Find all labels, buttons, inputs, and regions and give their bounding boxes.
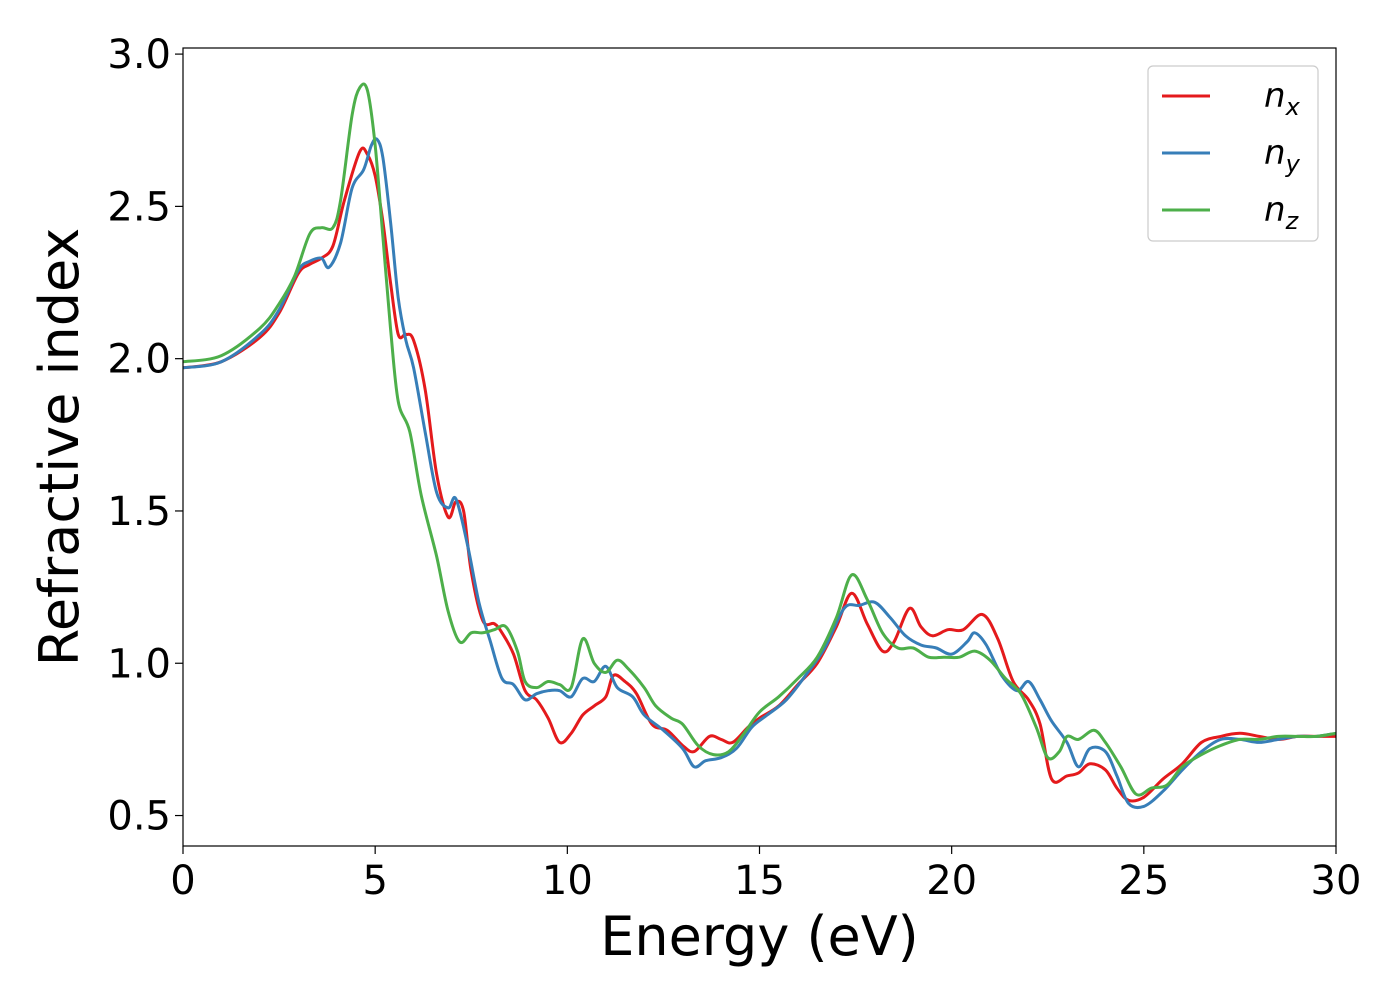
y-tick-label: 1.5 <box>107 489 171 535</box>
legend-label-n-y: ny <box>1264 133 1301 178</box>
y-tick-label: 2.0 <box>107 337 171 383</box>
y-tick-label: 3.0 <box>107 32 171 78</box>
legend: nx ny nz <box>1147 65 1319 242</box>
series-lines <box>183 82 1336 810</box>
legend-box <box>1147 65 1319 242</box>
x-tick-label: 20 <box>926 858 977 904</box>
legend-label-n-z: nz <box>1264 190 1300 235</box>
x-tick-label: 5 <box>362 858 387 904</box>
y-axis-ticks: 0.5 1.0 1.5 2.0 2.5 3.0 <box>107 32 183 840</box>
y-axis-label: Refractive index <box>28 228 91 667</box>
series-line-n-y <box>183 137 1336 810</box>
y-tick-label: 2.5 <box>107 184 171 230</box>
x-tick-label: 25 <box>1118 858 1169 904</box>
y-tick-label: 1.0 <box>107 641 171 687</box>
legend-label-n-x: nx <box>1264 76 1301 121</box>
series-line-n-z <box>183 82 1336 797</box>
x-axis-label: Energy (eV) <box>600 905 919 968</box>
x-tick-label: 10 <box>542 858 593 904</box>
x-tick-label: 30 <box>1311 858 1362 904</box>
series-line-n-x <box>183 146 1336 803</box>
x-axis-ticks: 0 5 10 15 20 25 30 <box>170 846 1361 904</box>
y-tick-label: 0.5 <box>107 794 171 840</box>
x-tick-label: 0 <box>170 858 195 904</box>
x-tick-label: 15 <box>734 858 785 904</box>
